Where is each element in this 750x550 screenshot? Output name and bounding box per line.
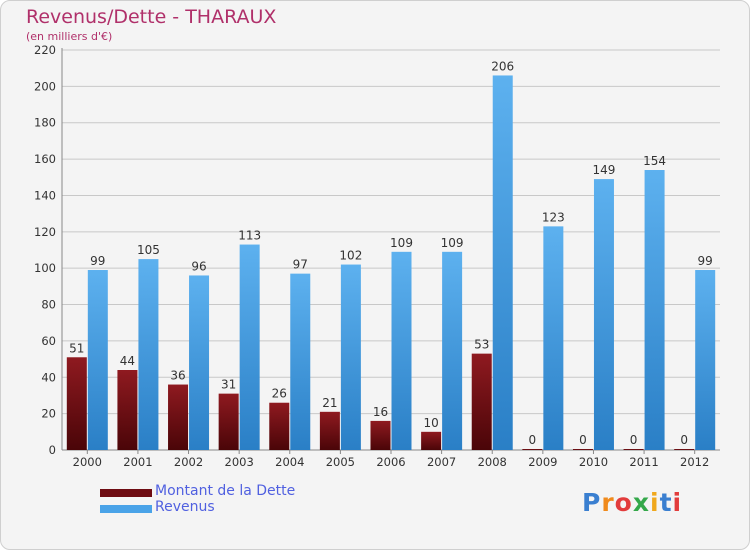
bar-revenus-2003 [239, 244, 260, 450]
x-tick-labels: 2000 2001 2002 2003 2004 2005 2006 2007 2008 2009… [73, 450, 709, 469]
x-tick-label-2002: 2002 [174, 455, 203, 469]
bar-debt-2011 [623, 449, 644, 450]
bar-debt-2009 [522, 449, 543, 450]
y-tick-label: 40 [41, 370, 56, 384]
value-label-debt-2001: 44 [120, 354, 135, 368]
value-label-debt-2002: 36 [170, 369, 185, 383]
x-tick-label-2004: 2004 [275, 455, 304, 469]
y-tick-label: 60 [41, 334, 56, 348]
value-label-debt-2010: 0 [579, 433, 587, 447]
bar-debt-2000 [66, 357, 87, 450]
y-tick-label: 200 [34, 79, 56, 93]
value-label-revenus-2005: 102 [339, 249, 362, 263]
bars: 51 99 44 105 36 96 31 113 26 97 21 102 16 109 10 109 53 2… [66, 59, 716, 451]
x-tick-label-2003: 2003 [225, 455, 254, 469]
bar-revenus-2002 [189, 275, 210, 450]
bar-revenus-2001 [138, 259, 159, 450]
value-label-revenus-2010: 149 [593, 163, 616, 177]
legend-label-revenus: Revenus [155, 499, 215, 515]
value-label-debt-2009: 0 [529, 433, 537, 447]
bar-revenus-2006 [391, 251, 412, 450]
y-tick-label: 160 [34, 152, 56, 166]
value-label-revenus-2003: 113 [238, 229, 261, 243]
x-tick-label-2001: 2001 [123, 455, 152, 469]
value-label-revenus-2008: 206 [491, 59, 514, 73]
y-tick-label: 120 [34, 225, 56, 239]
y-tick-label: 80 [41, 298, 56, 312]
bar-debt-2012 [674, 449, 695, 450]
bar-revenus-2011 [644, 170, 665, 450]
bar-debt-2004 [269, 402, 290, 450]
bar-revenus-2007 [442, 251, 463, 450]
x-tick-label-2009: 2009 [528, 455, 557, 469]
value-label-revenus-2009: 123 [542, 210, 565, 224]
value-label-debt-2003: 31 [221, 378, 236, 392]
x-tick-label-2012: 2012 [680, 455, 709, 469]
value-label-revenus-2002: 96 [191, 259, 206, 273]
value-label-debt-2007: 10 [423, 416, 438, 430]
legend-swatch-revenus [100, 505, 152, 513]
value-label-debt-2011: 0 [630, 433, 638, 447]
bar-revenus-2009 [543, 226, 564, 450]
bar-debt-2008 [471, 353, 492, 450]
bar-debt-2005 [319, 411, 340, 450]
y-tick-label: 180 [34, 116, 56, 130]
value-label-debt-2000: 51 [69, 341, 84, 355]
value-label-debt-2006: 16 [373, 405, 388, 419]
bar-revenus-2010 [593, 179, 614, 450]
x-tick-label-2006: 2006 [376, 455, 405, 469]
bar-revenus-2012 [695, 270, 716, 450]
chart-title: Revenus/Dette - THARAUX [26, 6, 277, 28]
bar-debt-2006 [370, 420, 391, 450]
chart-subtitle: (en milliers d'€) [26, 30, 113, 43]
bar-revenus-2008 [492, 75, 513, 451]
value-label-revenus-2004: 97 [293, 258, 308, 272]
x-tick-label-2008: 2008 [478, 455, 507, 469]
value-label-revenus-2011: 154 [643, 154, 666, 168]
x-tick-label-2010: 2010 [579, 455, 608, 469]
legend-label-debt: Montant de la Dette [155, 483, 296, 499]
bar-debt-2003 [218, 393, 239, 450]
x-tick-label-2007: 2007 [427, 455, 456, 469]
x-tick-label-2011: 2011 [629, 455, 658, 469]
bar-debt-2001 [117, 370, 138, 450]
value-label-debt-2005: 21 [322, 396, 337, 410]
bar-revenus-2000 [87, 270, 108, 450]
x-tick-label-2005: 2005 [326, 455, 355, 469]
y-tick-label: 100 [34, 261, 56, 275]
value-label-revenus-2006: 109 [390, 236, 413, 250]
y-tick-label: 220 [34, 43, 56, 57]
bar-debt-2010 [572, 449, 593, 450]
value-label-revenus-2012: 99 [698, 254, 713, 268]
value-label-debt-2004: 26 [272, 387, 287, 401]
value-label-revenus-2007: 109 [441, 236, 464, 250]
bar-revenus-2005 [340, 264, 361, 450]
y-tick-label: 20 [41, 407, 56, 421]
x-tick-label-2000: 2000 [73, 455, 102, 469]
value-label-revenus-2001: 105 [137, 243, 160, 257]
value-label-revenus-2000: 99 [90, 254, 105, 268]
bar-debt-2007 [421, 431, 442, 450]
bar-debt-2002 [168, 384, 189, 450]
value-label-debt-2012: 0 [680, 433, 688, 447]
proxiti-logo: Proxiti [582, 488, 683, 517]
y-tick-label: 140 [34, 188, 56, 202]
value-label-debt-2008: 53 [474, 338, 489, 352]
legend-swatch-debt [100, 489, 152, 497]
y-tick-label: 0 [49, 443, 56, 457]
bar-revenus-2004 [290, 273, 311, 450]
